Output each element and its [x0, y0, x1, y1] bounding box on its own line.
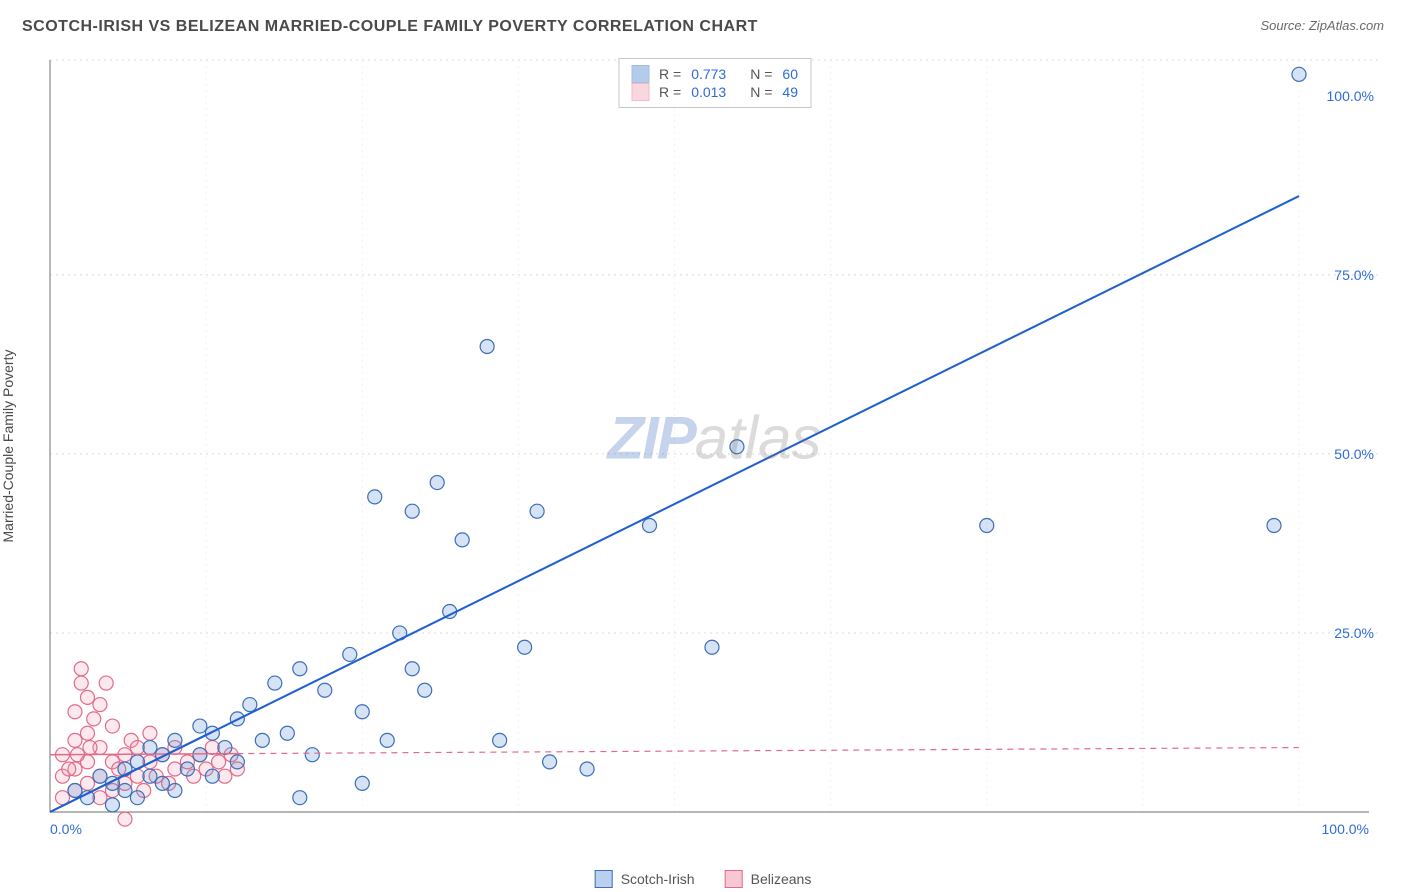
svg-text:25.0%: 25.0%: [1334, 625, 1374, 641]
legend-item: Belizeans: [725, 870, 812, 888]
scatter-point-scotch-irish: [118, 784, 132, 798]
y-axis-label: Married-Couple Family Poverty: [0, 350, 16, 543]
scatter-point-scotch-irish: [143, 769, 157, 783]
scatter-point-belizean: [80, 726, 94, 740]
scatter-point-scotch-irish: [130, 791, 144, 805]
scatter-point-scotch-irish: [493, 733, 507, 747]
source-attribution: Source: ZipAtlas.com: [1260, 18, 1384, 33]
scatter-point-belizean: [99, 676, 113, 690]
scatter-point-scotch-irish: [105, 798, 119, 812]
scatter-point-scotch-irish: [355, 705, 369, 719]
correlation-scatter-chart: 25.0% 50.0% 75.0% 100.0% 0.0% 100.0%: [45, 55, 1384, 852]
scatter-point-scotch-irish: [230, 755, 244, 769]
scatter-point-scotch-irish: [168, 784, 182, 798]
scatter-point-scotch-irish: [1292, 67, 1306, 81]
scatter-point-scotch-irish: [455, 533, 469, 547]
scatter-point-scotch-irish: [255, 733, 269, 747]
scatter-point-scotch-irish: [405, 662, 419, 676]
scatter-point-scotch-irish: [430, 476, 444, 490]
n-value: 60: [782, 66, 798, 82]
scatter-point-scotch-irish: [418, 683, 432, 697]
scatter-point-scotch-irish: [705, 640, 719, 654]
scatter-point-belizean: [212, 755, 226, 769]
svg-text:0.0%: 0.0%: [50, 821, 82, 837]
scatter-point-scotch-irish: [643, 519, 657, 533]
stat-row: R = 0.013 N = 49: [631, 83, 798, 101]
svg-text:100.0%: 100.0%: [1327, 88, 1374, 104]
scatter-point-belizean: [80, 776, 94, 790]
scatter-point-scotch-irish: [205, 769, 219, 783]
scatter-point-scotch-irish: [205, 726, 219, 740]
legend-item: Scotch-Irish: [595, 870, 695, 888]
scatter-point-belizean: [83, 741, 97, 755]
legend-label: Belizeans: [751, 871, 812, 887]
scatter-point-belizean: [118, 812, 132, 826]
series-legend: Scotch-Irish Belizeans: [595, 870, 812, 888]
scatter-point-belizean: [93, 698, 107, 712]
scatter-point-belizean: [62, 762, 76, 776]
scatter-point-belizean: [68, 733, 82, 747]
legend-swatch: [725, 870, 743, 888]
scatter-point-belizean: [74, 676, 88, 690]
scatter-point-scotch-irish: [243, 698, 257, 712]
scatter-point-scotch-irish: [193, 748, 207, 762]
n-label: N =: [750, 84, 772, 100]
scatter-point-scotch-irish: [93, 769, 107, 783]
scatter-point-scotch-irish: [480, 339, 494, 353]
scatter-point-scotch-irish: [293, 662, 307, 676]
stat-row: R = 0.773 N = 60: [631, 65, 798, 83]
scatter-point-belizean: [74, 662, 88, 676]
n-label: N =: [750, 66, 772, 82]
scatter-point-belizean: [80, 690, 94, 704]
scatter-point-belizean: [105, 719, 119, 733]
r-label: R =: [659, 66, 681, 82]
r-label: R =: [659, 84, 681, 100]
scatter-point-belizean: [87, 712, 101, 726]
scatter-point-scotch-irish: [380, 733, 394, 747]
series-swatch: [631, 83, 649, 101]
scatter-point-scotch-irish: [280, 726, 294, 740]
scatter-point-scotch-irish: [530, 504, 544, 518]
scatter-point-belizean: [68, 705, 82, 719]
scatter-point-scotch-irish: [218, 741, 232, 755]
scatter-point-scotch-irish: [980, 519, 994, 533]
svg-text:100.0%: 100.0%: [1322, 821, 1369, 837]
page-title: SCOTCH-IRISH VS BELIZEAN MARRIED-COUPLE …: [22, 18, 758, 35]
scatter-point-scotch-irish: [318, 683, 332, 697]
scatter-point-scotch-irish: [143, 741, 157, 755]
r-value: 0.013: [691, 84, 726, 100]
scatter-point-scotch-irish: [343, 647, 357, 661]
scatter-point-scotch-irish: [305, 748, 319, 762]
legend-swatch: [595, 870, 613, 888]
scatter-point-scotch-irish: [368, 490, 382, 504]
svg-text:50.0%: 50.0%: [1334, 446, 1374, 462]
scatter-point-scotch-irish: [543, 755, 557, 769]
scatter-point-scotch-irish: [730, 440, 744, 454]
scatter-point-scotch-irish: [293, 791, 307, 805]
scatter-point-scotch-irish: [155, 776, 169, 790]
legend-label: Scotch-Irish: [621, 871, 695, 887]
stats-legend-box: R = 0.773 N = 60 R = 0.013 N = 49: [618, 58, 811, 108]
scatter-point-scotch-irish: [118, 762, 132, 776]
scatter-point-scotch-irish: [355, 776, 369, 790]
scatter-point-scotch-irish: [1267, 519, 1281, 533]
scatter-point-scotch-irish: [193, 719, 207, 733]
scatter-point-scotch-irish: [180, 762, 194, 776]
scatter-point-belizean: [143, 726, 157, 740]
svg-text:75.0%: 75.0%: [1334, 267, 1374, 283]
series-swatch: [631, 65, 649, 83]
scatter-point-scotch-irish: [518, 640, 532, 654]
n-value: 49: [782, 84, 798, 100]
scatter-point-scotch-irish: [580, 762, 594, 776]
scatter-point-scotch-irish: [405, 504, 419, 518]
scatter-point-scotch-irish: [268, 676, 282, 690]
scatter-point-scotch-irish: [168, 733, 182, 747]
scatter-point-scotch-irish: [68, 784, 82, 798]
r-value: 0.773: [691, 66, 726, 82]
